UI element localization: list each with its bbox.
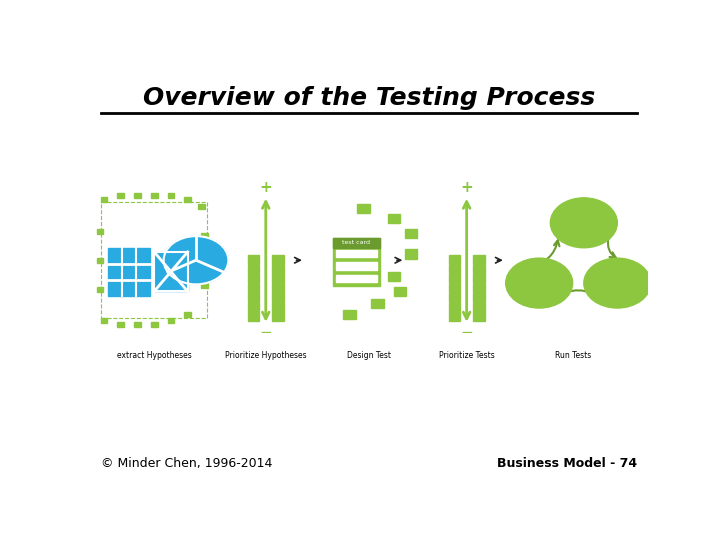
- Bar: [117, 322, 124, 327]
- Text: +: +: [259, 180, 272, 195]
- Text: −: −: [259, 326, 272, 341]
- Bar: [124, 265, 133, 278]
- Bar: [336, 249, 377, 257]
- Bar: [248, 265, 259, 273]
- Bar: [150, 322, 158, 327]
- Bar: [473, 312, 485, 321]
- Text: extract Hypotheses: extract Hypotheses: [117, 352, 192, 360]
- Bar: [138, 249, 148, 262]
- Bar: [473, 274, 485, 282]
- Bar: [388, 272, 400, 281]
- Bar: [473, 293, 485, 301]
- Bar: [449, 312, 460, 321]
- Bar: [336, 274, 377, 282]
- Bar: [388, 214, 400, 223]
- Bar: [357, 204, 369, 213]
- Bar: [96, 287, 104, 292]
- Bar: [272, 274, 284, 282]
- Bar: [138, 265, 148, 278]
- Bar: [117, 193, 124, 198]
- Bar: [201, 233, 208, 238]
- Bar: [168, 318, 174, 323]
- Bar: [449, 274, 460, 282]
- Bar: [405, 228, 417, 238]
- Circle shape: [163, 236, 228, 285]
- Bar: [405, 249, 417, 259]
- Bar: [248, 284, 259, 292]
- Bar: [134, 193, 141, 198]
- Bar: [449, 293, 460, 301]
- Bar: [272, 265, 284, 273]
- Text: +: +: [460, 180, 473, 195]
- Text: Run Tests: Run Tests: [554, 352, 591, 360]
- Bar: [124, 281, 133, 294]
- Bar: [336, 262, 377, 269]
- Circle shape: [505, 258, 572, 308]
- Bar: [372, 299, 384, 308]
- Bar: [96, 228, 104, 234]
- Bar: [154, 252, 188, 292]
- Circle shape: [550, 198, 617, 248]
- Bar: [154, 252, 188, 292]
- Text: Prioritize Tests: Prioritize Tests: [438, 352, 495, 360]
- Bar: [272, 284, 284, 292]
- Bar: [248, 312, 259, 321]
- Circle shape: [584, 258, 651, 308]
- Bar: [101, 202, 207, 319]
- Bar: [333, 238, 380, 286]
- Bar: [124, 249, 133, 262]
- Bar: [394, 287, 406, 296]
- Bar: [201, 282, 208, 288]
- Bar: [449, 303, 460, 311]
- Bar: [150, 193, 158, 198]
- Text: © Minder Chen, 1996-2014: © Minder Chen, 1996-2014: [101, 457, 273, 470]
- Bar: [248, 255, 259, 264]
- Text: Business Model - 74: Business Model - 74: [497, 457, 637, 470]
- Bar: [134, 322, 141, 327]
- Text: −: −: [460, 326, 473, 341]
- Bar: [101, 318, 107, 323]
- Text: Prioritize Hypotheses: Prioritize Hypotheses: [225, 352, 307, 360]
- Text: Overview of the Testing Process: Overview of the Testing Process: [143, 85, 595, 110]
- Bar: [343, 310, 356, 319]
- Bar: [184, 198, 191, 202]
- Bar: [96, 258, 104, 263]
- Bar: [108, 248, 150, 295]
- Bar: [473, 265, 485, 273]
- Bar: [168, 193, 174, 198]
- Bar: [333, 238, 380, 247]
- Bar: [248, 293, 259, 301]
- Bar: [449, 284, 460, 292]
- Bar: [198, 204, 205, 208]
- Bar: [272, 303, 284, 311]
- Bar: [110, 265, 120, 278]
- Bar: [184, 312, 191, 317]
- Bar: [449, 265, 460, 273]
- Bar: [272, 255, 284, 264]
- Bar: [248, 303, 259, 311]
- Bar: [138, 281, 148, 294]
- Bar: [110, 249, 120, 262]
- Text: Design Test: Design Test: [347, 352, 391, 360]
- Bar: [272, 293, 284, 301]
- Bar: [110, 281, 120, 294]
- Bar: [473, 284, 485, 292]
- Bar: [101, 198, 107, 202]
- Bar: [473, 303, 485, 311]
- Text: test card: test card: [343, 240, 371, 246]
- Bar: [248, 274, 259, 282]
- Bar: [473, 255, 485, 264]
- Bar: [449, 255, 460, 264]
- Bar: [272, 312, 284, 321]
